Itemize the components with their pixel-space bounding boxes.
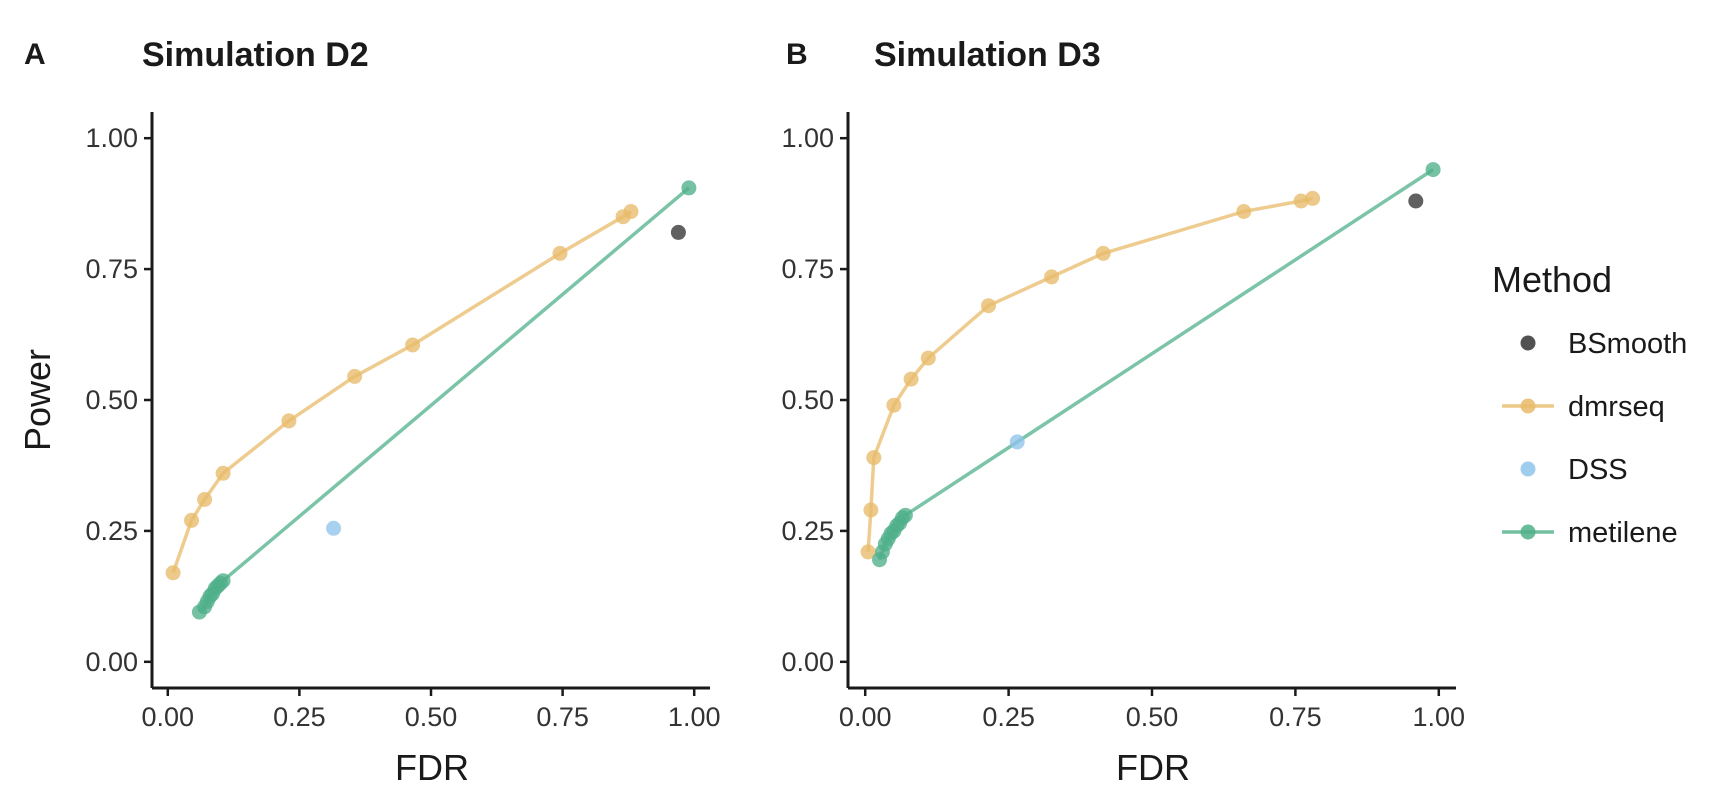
legend: Method BSmooth dmrseq DSS metilene xyxy=(1492,259,1687,549)
panel-b-point-metilene xyxy=(1425,162,1441,178)
panel-b-letter: B xyxy=(786,38,808,71)
legend-label-metilene: metilene xyxy=(1568,517,1678,549)
panel-b-xlabel: FDR xyxy=(1116,747,1190,788)
panel-a-lines xyxy=(171,186,691,614)
panel-a-point-dmrseq xyxy=(215,465,231,481)
panel-a-series-line-metilene xyxy=(198,186,691,614)
panel-b-ticks: 0.00 0.25 0.50 0.75 1.00 0.00 0.25 0.50 0.75 1.00 xyxy=(781,123,1465,732)
panel-b-x-tick-label: 0.25 xyxy=(982,702,1035,732)
panel-b-point-dmrseq xyxy=(1305,190,1321,206)
legend-key-point-metilene xyxy=(1520,524,1536,540)
panel-b-y-tick-label: 0.25 xyxy=(781,516,834,546)
panel-simulation-d2: A Simulation D2 0.000.250.500.751.000.00… xyxy=(17,36,720,788)
panel-a-x-tick-label: 0.75 xyxy=(536,702,589,732)
legend-key-point-bsmooth xyxy=(1520,335,1536,351)
panel-b-point-bsmooth xyxy=(1408,193,1424,209)
panel-a-letter: A xyxy=(24,38,46,71)
panel-a-point-metilene xyxy=(215,573,231,589)
panel-a-points xyxy=(165,180,697,620)
legend-key-point-dmrseq xyxy=(1520,398,1536,414)
panel-b-point-dmrseq xyxy=(1095,245,1111,261)
panel-b-point-dmrseq xyxy=(1044,269,1060,285)
panel-a-x-tick-label: 0.25 xyxy=(273,702,326,732)
legend-title: Method xyxy=(1492,259,1612,300)
panel-b-lines xyxy=(866,168,1435,561)
panel-b-x-tick-label: 0.75 xyxy=(1269,702,1322,732)
legend-label-bsmooth: BSmooth xyxy=(1568,328,1687,360)
panel-a-x-tick-label: 0.50 xyxy=(405,702,458,732)
panel-simulation-d3: B Simulation D3 0.000.250.500.751.000.00… xyxy=(781,36,1465,788)
panel-a-point-dmrseq xyxy=(281,413,297,429)
panel-b-y-tick-label: 1.00 xyxy=(781,123,834,153)
panel-b-point-dmrseq xyxy=(920,350,936,366)
panel-a-point-dmrseq xyxy=(552,245,568,261)
panel-b-points xyxy=(860,162,1441,568)
legend-label-dmrseq: dmrseq xyxy=(1568,391,1665,423)
panel-b-title: Simulation D3 xyxy=(874,36,1101,74)
panel-b-y-tick-label: 0.50 xyxy=(781,385,834,415)
panel-a-x-tick-label: 0.00 xyxy=(142,702,195,732)
panel-a-x-tick-label: 1.00 xyxy=(668,702,721,732)
legend-items: BSmooth dmrseq DSS metilene xyxy=(1502,328,1687,549)
legend-key-point-dss xyxy=(1520,461,1536,477)
panel-b-y-tick-label: 0.00 xyxy=(781,647,834,677)
panel-a-point-dmrseq xyxy=(165,565,181,581)
panel-b-series-line-metilene xyxy=(877,168,1435,561)
legend-label-dss: DSS xyxy=(1568,454,1628,486)
panel-b-point-dmrseq xyxy=(860,544,876,560)
panel-a-point-dmrseq xyxy=(184,512,199,528)
panel-b-point-dmrseq xyxy=(903,371,919,387)
panel-b-point-dss xyxy=(1009,434,1025,450)
panel-b-x-tick-label: 0.00 xyxy=(839,702,892,732)
panel-b-point-dmrseq xyxy=(1293,193,1309,209)
panel-a-axes xyxy=(150,112,710,690)
panel-b-series-line-dmrseq xyxy=(866,196,1313,553)
panel-a-y-tick-label: 0.50 xyxy=(85,385,138,415)
panel-a-point-dss xyxy=(326,520,342,536)
panel-a-ylabel: Power xyxy=(17,349,58,451)
panel-a-y-tick-label: 0.75 xyxy=(85,254,138,284)
panel-b-x-tick-label: 1.00 xyxy=(1413,702,1466,732)
panel-b-point-dmrseq xyxy=(886,397,902,413)
panel-b-point-dmrseq xyxy=(863,502,879,518)
panel-a-title: Simulation D2 xyxy=(142,36,369,74)
panel-a-y-tick-label: 0.00 xyxy=(85,647,138,677)
panel-a-point-dmrseq xyxy=(405,337,421,353)
panel-a-point-dmrseq xyxy=(197,492,213,507)
panel-b-point-dmrseq xyxy=(1236,204,1252,219)
panel-a-point-metilene xyxy=(681,180,697,196)
panel-a-ticks: 0.00 0.25 0.50 0.75 1.00 0.00 0.25 0.50 0.75 1.00 xyxy=(85,123,720,732)
panel-a-point-bsmooth xyxy=(670,224,686,240)
panel-b-point-metilene xyxy=(897,507,913,523)
panel-b-y-tick-label: 0.75 xyxy=(781,254,834,284)
panel-a-xlabel: FDR xyxy=(395,747,469,788)
panel-b-axes xyxy=(846,112,1456,690)
panel-a-series-line-dmrseq xyxy=(171,210,632,574)
panel-b-point-dmrseq xyxy=(981,298,996,314)
panel-b-point-dmrseq xyxy=(866,450,882,466)
panel-a-point-dmrseq xyxy=(623,204,639,219)
panel-a-y-tick-label: 0.25 xyxy=(85,516,138,546)
panel-b-x-tick-label: 0.50 xyxy=(1126,702,1179,732)
panel-a-point-dmrseq xyxy=(347,368,363,384)
panel-a-y-tick-label: 1.00 xyxy=(85,123,138,153)
